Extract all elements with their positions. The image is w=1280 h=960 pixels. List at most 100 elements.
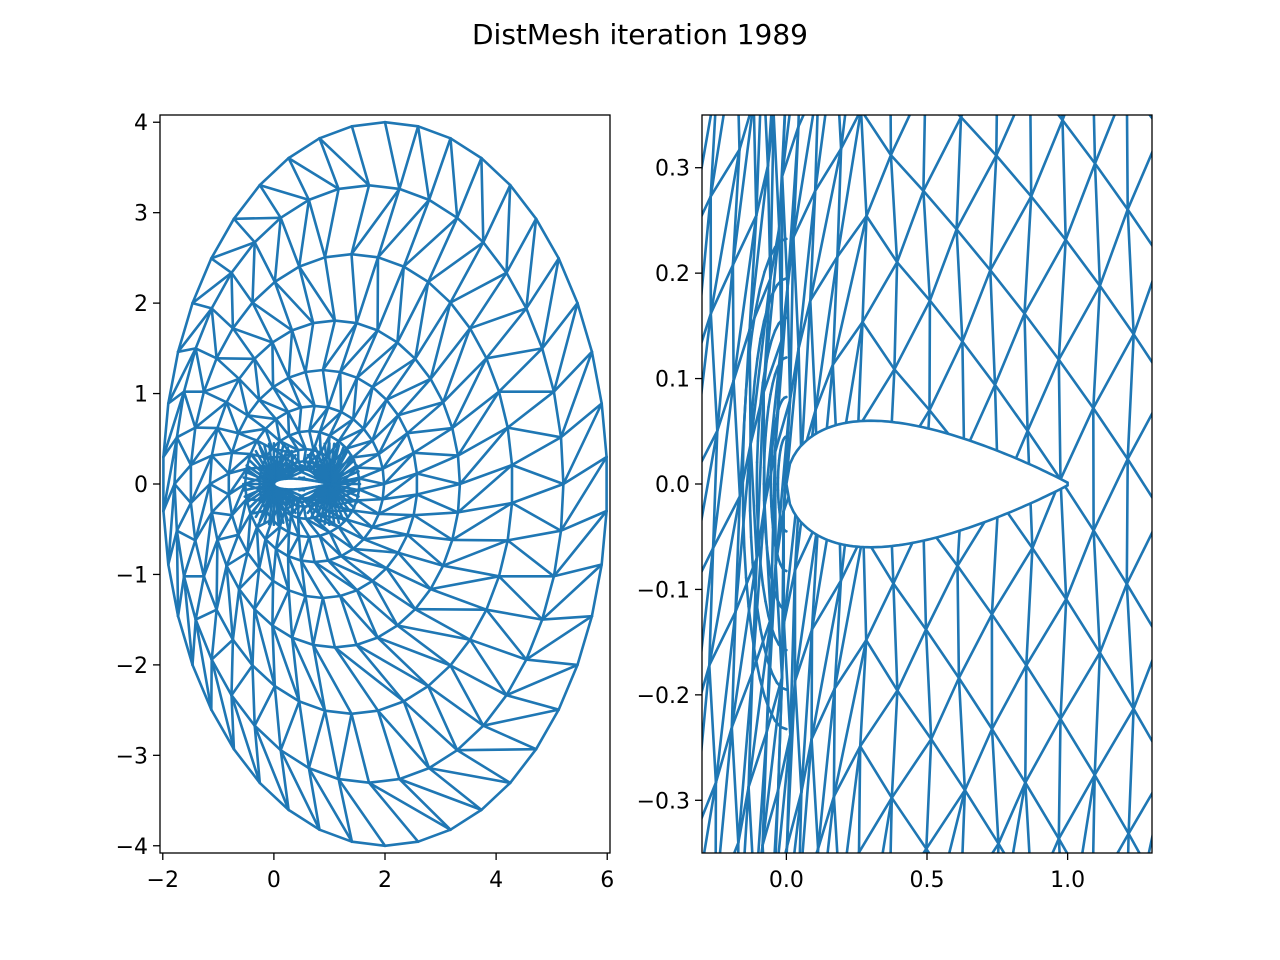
mesh-edge [231, 301, 254, 330]
mesh-edge [707, 546, 715, 667]
mesh-edge [481, 693, 508, 728]
mesh-edge [689, 79, 718, 126]
mesh-edge [793, 518, 820, 683]
mesh-edge [377, 431, 409, 456]
mesh-edge [350, 125, 371, 187]
mesh-edge [895, 260, 932, 302]
mesh-edge [889, 796, 894, 853]
mesh-edge [836, 115, 862, 259]
mesh-edge [383, 120, 420, 128]
mesh-edge [271, 385, 290, 414]
mesh-edge [253, 241, 277, 284]
mesh-edge [754, 164, 770, 217]
mesh-edge [990, 727, 1000, 846]
mesh-edge [338, 370, 343, 414]
mesh-edge [351, 509, 374, 529]
mesh-edge [264, 518, 274, 541]
mesh-edge [707, 494, 742, 667]
mesh-edge [321, 321, 358, 372]
mesh-edge [237, 497, 248, 537]
mesh-edge [1092, 332, 1135, 410]
mesh-edge [753, 585, 759, 611]
mesh-edge [1093, 115, 1116, 165]
mesh-edge [955, 228, 964, 343]
mesh-edge [768, 245, 777, 259]
mesh-edge [162, 482, 176, 513]
mesh-edge [271, 624, 277, 688]
mesh-edge [455, 156, 483, 220]
mesh-edge [279, 700, 301, 752]
mesh-edge [337, 525, 366, 541]
mesh-edge [1029, 195, 1067, 242]
mesh-edge [189, 454, 214, 467]
mesh-edge [251, 280, 277, 304]
mesh-edge [230, 271, 254, 304]
mesh-edge [748, 509, 753, 539]
mesh-edge [231, 326, 256, 361]
mesh-edge [889, 153, 925, 193]
mesh-edge [702, 546, 715, 657]
mesh-edge [865, 214, 899, 264]
mesh-edge [311, 596, 325, 647]
mesh-edge [770, 515, 775, 529]
mesh-edge [1023, 238, 1067, 315]
mesh-edge [412, 513, 454, 542]
mesh-edge [253, 684, 277, 728]
mesh-edge [770, 329, 777, 342]
mesh-edge [426, 241, 485, 284]
mesh-edge [559, 482, 565, 533]
mesh-edge [210, 638, 235, 661]
mesh-edge [450, 501, 514, 542]
mesh-edge [167, 482, 176, 566]
mesh-edge [988, 268, 997, 387]
mesh-edge [426, 280, 452, 304]
mesh-edge [376, 187, 401, 259]
mesh-edge [173, 482, 193, 505]
mesh-edge [990, 727, 1027, 784]
mesh-edge [318, 406, 330, 434]
mesh-edge [274, 547, 291, 592]
mesh-edge [337, 777, 354, 844]
mesh-edge [311, 643, 337, 649]
mesh-edge [711, 429, 719, 550]
mesh-edge [273, 280, 294, 332]
mesh-edge [321, 594, 342, 600]
mesh-edge [845, 744, 862, 853]
mesh-edge [456, 454, 462, 486]
mesh-edge [227, 451, 234, 475]
mesh-edge [772, 115, 776, 117]
mesh-edge [271, 579, 291, 592]
mesh-edge [413, 357, 432, 381]
mesh-edge [402, 684, 430, 703]
mesh-edge [814, 363, 835, 412]
mesh-edge [351, 385, 374, 421]
mesh-edge [381, 467, 386, 486]
mesh-edge [1127, 832, 1141, 853]
mesh-edge [1024, 781, 1061, 841]
mesh-edge [351, 547, 388, 570]
mesh-edge [237, 587, 254, 667]
mesh-edge [1092, 529, 1102, 655]
mesh-edge [890, 737, 933, 800]
mesh-edge [994, 115, 999, 157]
mesh-edge [758, 677, 766, 698]
mesh-edge [182, 347, 197, 394]
mesh-edge [797, 115, 805, 128]
mesh-edge [759, 319, 766, 340]
mesh-edge [1126, 457, 1152, 500]
mesh-edge [814, 255, 839, 412]
mesh-edge [402, 265, 430, 284]
y-tick-label: −3 [116, 744, 148, 769]
mesh-edge [287, 137, 321, 160]
mesh-edge [826, 795, 836, 853]
mesh-edge [761, 583, 767, 603]
mesh-edge [441, 538, 454, 568]
mesh-edge [1059, 597, 1068, 721]
mesh-edge [210, 493, 231, 514]
mesh-edge [231, 326, 274, 344]
mesh-edge [771, 284, 779, 296]
mesh-edge [864, 582, 895, 642]
mesh-edge [351, 509, 381, 516]
mesh-edge [297, 406, 303, 434]
y-tick-label: −1 [116, 563, 148, 588]
